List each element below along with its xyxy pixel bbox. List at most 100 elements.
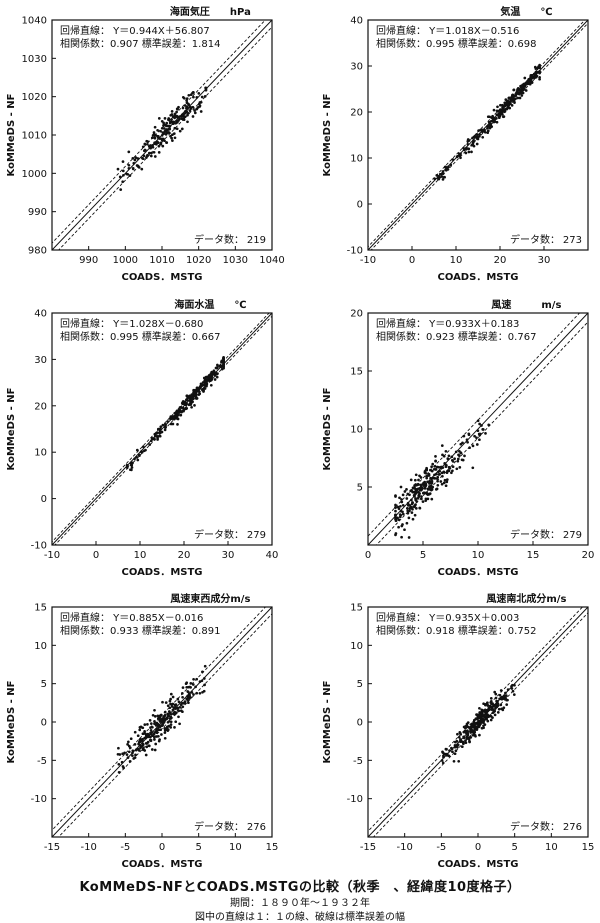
- y-tick-label: -5: [353, 756, 363, 767]
- data-point: [458, 454, 461, 458]
- y-tick-label: 1010: [22, 131, 47, 142]
- data-point: [204, 87, 208, 91]
- data-point: [199, 110, 203, 113]
- data-point: [520, 84, 524, 88]
- data-point: [163, 129, 167, 133]
- data-point: [155, 735, 159, 738]
- y-tick-label: 40: [34, 309, 47, 320]
- data-point: [180, 115, 183, 118]
- data-point: [484, 432, 487, 435]
- data-point: [398, 496, 401, 500]
- data-point: [443, 165, 447, 169]
- data-point: [455, 467, 459, 471]
- data-point: [176, 423, 179, 426]
- data-point: [178, 706, 182, 709]
- data-point: [530, 80, 534, 84]
- data-point: [458, 466, 462, 469]
- data-point: [514, 93, 517, 96]
- data-point: [538, 63, 541, 67]
- data-point: [151, 144, 154, 147]
- data-point: [172, 706, 176, 710]
- data-point: [442, 755, 445, 759]
- y-axis-label: KoMMeDS - NF: [322, 94, 333, 177]
- data-point: [189, 403, 193, 406]
- data-point: [149, 732, 153, 736]
- x-tick-label: -10: [44, 550, 60, 561]
- x-tick-label: 20: [494, 255, 507, 266]
- data-point: [209, 376, 212, 380]
- data-point: [502, 706, 506, 710]
- data-point: [126, 743, 129, 746]
- x-axis-label: COADS．MSTG: [438, 859, 519, 870]
- data-point: [185, 398, 188, 402]
- data-point: [493, 690, 497, 694]
- data-point: [418, 474, 421, 478]
- data-point: [441, 474, 444, 478]
- data-point: [418, 488, 422, 492]
- data-point: [495, 113, 499, 117]
- data-point: [484, 708, 488, 712]
- data-point: [165, 141, 169, 144]
- data-point: [494, 696, 498, 700]
- data-point: [446, 457, 450, 460]
- data-point: [151, 713, 155, 717]
- data-point: [501, 103, 504, 107]
- data-point: [399, 504, 402, 508]
- data-point: [200, 382, 203, 386]
- y-tick-label: -5: [37, 756, 47, 767]
- data-point: [127, 167, 131, 170]
- data-point: [506, 688, 510, 691]
- data-point: [519, 92, 523, 95]
- data-point: [492, 108, 496, 112]
- data-point: [171, 133, 174, 137]
- data-point: [153, 434, 157, 438]
- x-tick-label: 1000: [113, 255, 138, 266]
- data-point: [475, 142, 479, 146]
- data-point: [499, 703, 503, 707]
- data-point: [170, 117, 173, 121]
- data-point: [490, 705, 493, 709]
- data-point: [505, 703, 509, 706]
- data-point: [489, 697, 493, 700]
- data-point: [498, 109, 502, 112]
- data-point: [188, 692, 191, 696]
- data-point: [478, 438, 481, 442]
- data-point: [171, 708, 175, 712]
- data-point: [221, 357, 225, 360]
- data-point: [465, 438, 469, 442]
- count-label: データ数：: [194, 233, 244, 246]
- data-point: [459, 740, 463, 744]
- data-point: [538, 77, 541, 81]
- data-point: [134, 753, 137, 757]
- data-point: [175, 416, 179, 420]
- data-point: [436, 483, 440, 487]
- data-point: [478, 135, 481, 138]
- data-point: [512, 693, 516, 696]
- data-point: [436, 479, 439, 483]
- data-point: [195, 677, 199, 681]
- data-point: [220, 367, 224, 371]
- data-point: [163, 715, 166, 718]
- data-point: [453, 457, 456, 461]
- data-point: [164, 701, 168, 704]
- y-tick-label: 1020: [22, 92, 47, 103]
- data-point: [489, 122, 493, 126]
- data-point: [148, 719, 152, 722]
- data-point: [481, 128, 484, 132]
- data-point: [415, 500, 419, 503]
- data-point: [458, 730, 462, 734]
- data-point: [444, 463, 447, 466]
- data-point: [397, 518, 401, 522]
- scatter-panel-2: -10 0 10 20 30 -10 0 10 20 30 40 COADS．MSTG KoMMeDS …: [322, 5, 589, 283]
- data-point: [426, 497, 430, 501]
- data-point: [160, 119, 164, 123]
- data-point: [431, 462, 435, 466]
- x-tick-label: -10: [360, 255, 376, 266]
- data-point: [185, 394, 189, 398]
- data-point: [425, 466, 428, 470]
- data-point: [177, 408, 181, 412]
- data-point: [430, 479, 434, 483]
- data-point: [141, 743, 145, 746]
- data-point: [427, 487, 430, 491]
- y-tick-label: 10: [34, 448, 47, 459]
